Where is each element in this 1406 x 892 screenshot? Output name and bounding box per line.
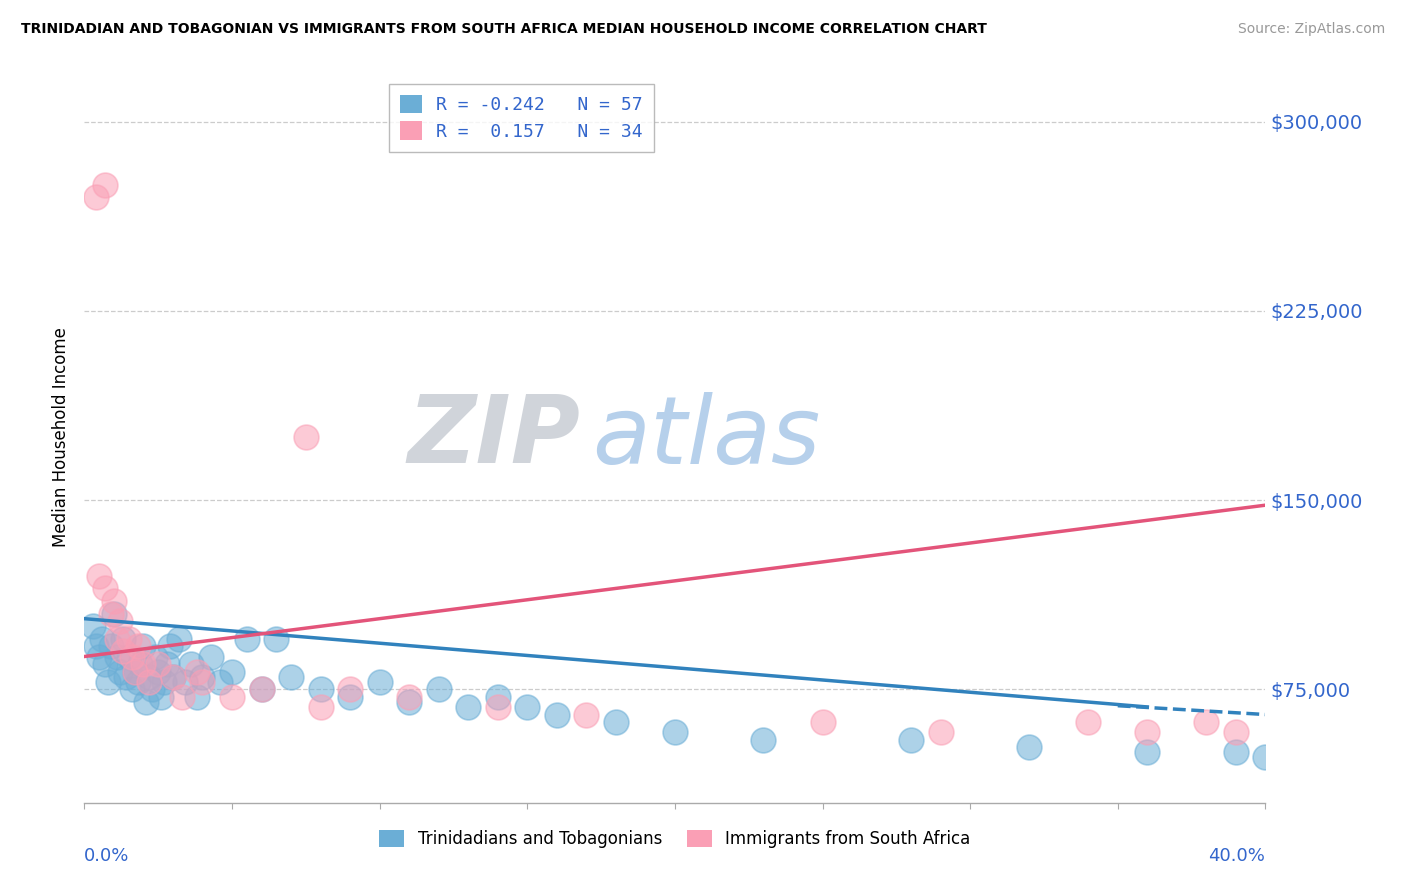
- Point: [200, 649, 222, 664]
- Point: [118, 632, 141, 646]
- Point: [97, 674, 120, 689]
- Point: [141, 682, 163, 697]
- Point: [1077, 715, 1099, 730]
- Point: [124, 665, 146, 679]
- Point: [100, 607, 122, 621]
- Point: [1254, 750, 1277, 764]
- Point: [250, 682, 273, 697]
- Point: [1018, 740, 1040, 755]
- Point: [94, 178, 117, 192]
- Point: [398, 695, 420, 709]
- Point: [108, 614, 131, 628]
- Point: [121, 649, 143, 664]
- Point: [132, 657, 155, 671]
- Point: [236, 632, 259, 646]
- Point: [94, 657, 117, 671]
- Point: [162, 670, 184, 684]
- Point: [180, 657, 202, 671]
- Point: [129, 657, 152, 671]
- Point: [191, 674, 214, 689]
- Text: atlas: atlas: [592, 392, 821, 483]
- Point: [221, 690, 243, 704]
- Point: [135, 695, 157, 709]
- Point: [143, 649, 166, 664]
- Point: [124, 665, 146, 679]
- Point: [546, 707, 568, 722]
- Point: [486, 690, 509, 704]
- Point: [1136, 745, 1159, 759]
- Point: [121, 682, 143, 697]
- Point: [1225, 745, 1247, 759]
- Point: [170, 690, 193, 704]
- Point: [108, 665, 131, 679]
- Point: [148, 665, 170, 679]
- Point: [82, 619, 104, 633]
- Point: [1136, 725, 1159, 739]
- Text: ZIP: ZIP: [408, 391, 581, 483]
- Point: [87, 649, 111, 664]
- Text: TRINIDADIAN AND TOBAGONIAN VS IMMIGRANTS FROM SOUTH AFRICA MEDIAN HOUSEHOLD INCO: TRINIDADIAN AND TOBAGONIAN VS IMMIGRANTS…: [21, 22, 987, 37]
- Point: [486, 700, 509, 714]
- Point: [191, 670, 214, 684]
- Point: [575, 707, 598, 722]
- Text: 0.0%: 0.0%: [84, 847, 129, 864]
- Point: [398, 690, 420, 704]
- Point: [186, 665, 208, 679]
- Point: [153, 674, 176, 689]
- Point: [84, 640, 107, 654]
- Point: [159, 640, 181, 654]
- Point: [118, 649, 141, 664]
- Point: [138, 674, 160, 689]
- Point: [111, 632, 134, 646]
- Point: [309, 700, 332, 714]
- Point: [103, 607, 125, 621]
- Point: [457, 700, 479, 714]
- Point: [167, 632, 190, 646]
- Point: [900, 732, 922, 747]
- Text: 40.0%: 40.0%: [1209, 847, 1265, 864]
- Point: [605, 715, 627, 730]
- Point: [100, 640, 122, 654]
- Point: [150, 690, 173, 704]
- Point: [295, 430, 318, 444]
- Point: [309, 682, 332, 697]
- Point: [1225, 725, 1247, 739]
- Point: [173, 674, 195, 689]
- Point: [156, 657, 179, 671]
- Point: [138, 670, 160, 684]
- Legend: Trinidadians and Tobagonians, Immigrants from South Africa: Trinidadians and Tobagonians, Immigrants…: [371, 822, 979, 856]
- Point: [221, 665, 243, 679]
- Point: [105, 632, 128, 646]
- Point: [127, 640, 149, 654]
- Point: [127, 674, 149, 689]
- Point: [339, 682, 361, 697]
- Text: Source: ZipAtlas.com: Source: ZipAtlas.com: [1237, 22, 1385, 37]
- Point: [427, 682, 450, 697]
- Point: [84, 190, 107, 204]
- Point: [87, 569, 111, 583]
- Point: [186, 690, 208, 704]
- Point: [1195, 715, 1218, 730]
- Y-axis label: Median Household Income: Median Household Income: [52, 327, 70, 547]
- Point: [368, 674, 391, 689]
- Point: [148, 657, 170, 671]
- Point: [811, 715, 834, 730]
- Point: [929, 725, 952, 739]
- Point: [103, 594, 125, 608]
- Point: [516, 700, 538, 714]
- Point: [752, 732, 775, 747]
- Point: [111, 644, 134, 658]
- Point: [209, 674, 232, 689]
- Point: [339, 690, 361, 704]
- Point: [94, 582, 117, 596]
- Point: [266, 632, 288, 646]
- Point: [114, 670, 136, 684]
- Point: [132, 640, 155, 654]
- Point: [162, 670, 184, 684]
- Point: [664, 725, 686, 739]
- Point: [250, 682, 273, 697]
- Point: [105, 649, 128, 664]
- Point: [91, 632, 114, 646]
- Point: [280, 670, 302, 684]
